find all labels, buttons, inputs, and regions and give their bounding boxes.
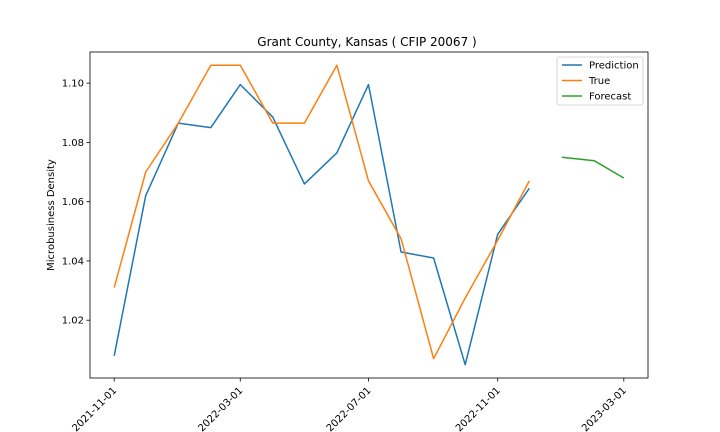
legend-label: True bbox=[588, 76, 610, 87]
x-tick-label: 2022-07-01 bbox=[325, 385, 374, 432]
x-tick-label: 2023-03-01 bbox=[580, 385, 629, 432]
chart-title: Grant County, Kansas ( CFIP 20067 ) bbox=[257, 35, 476, 49]
x-tick-label: 2022-11-01 bbox=[454, 385, 503, 432]
x-tick-label: 2021-11-01 bbox=[70, 385, 119, 432]
y-tick-label: 1.04 bbox=[62, 256, 84, 267]
series-line-prediction bbox=[113, 83, 530, 366]
y-tick-label: 1.06 bbox=[62, 197, 84, 208]
y-axis-label: Microbusiness Density bbox=[46, 159, 57, 271]
plot-lines bbox=[113, 64, 625, 366]
y-tick-label: 1.10 bbox=[62, 79, 84, 90]
y-axis: 1.02 1.04 1.06 1.08 1.10 bbox=[62, 79, 90, 327]
legend: Prediction True Forecast bbox=[556, 56, 644, 106]
legend-label: Forecast bbox=[589, 92, 631, 103]
series-line-forecast bbox=[561, 156, 625, 179]
x-tick-label: 2022-03-01 bbox=[197, 385, 246, 432]
legend-box bbox=[556, 56, 644, 106]
legend-label: Prediction bbox=[589, 61, 639, 72]
series-line-true bbox=[113, 64, 530, 360]
plot-frame bbox=[89, 51, 649, 379]
y-tick-label: 1.08 bbox=[62, 138, 84, 149]
y-tick-label: 1.02 bbox=[62, 316, 84, 327]
x-axis: 2021-11-01 2022-03-01 2022-07-01 2022-11-01… bbox=[70, 378, 629, 432]
